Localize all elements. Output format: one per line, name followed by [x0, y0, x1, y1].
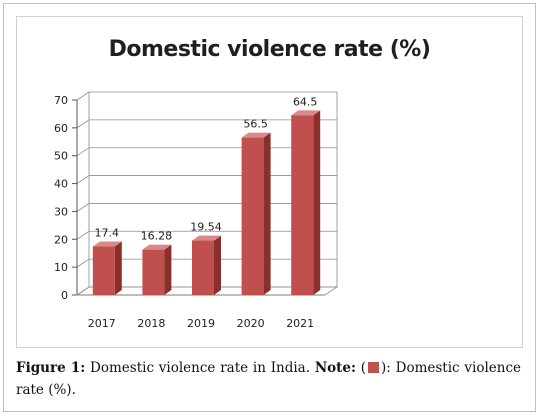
- bar-side: [114, 241, 122, 295]
- figure-frame: Domestic violence rate (%) 0 10 20 30 40 50 60…: [3, 3, 536, 412]
- bar: [92, 246, 115, 295]
- legend-swatch: [368, 362, 380, 373]
- y-tick-label: 20: [54, 233, 68, 246]
- caption-note-close: ): Domestic violence rate (%).: [16, 360, 522, 398]
- bar: [291, 115, 314, 295]
- bar-top: [92, 241, 122, 247]
- bar-top: [192, 235, 221, 241]
- chart-area: Domestic violence rate (%) 0 10 20 30 40 50 60…: [16, 16, 523, 348]
- bar-side: [313, 110, 321, 295]
- x-tick-label: 2019: [187, 317, 215, 330]
- chart-title: Domestic violence rate (%): [108, 37, 431, 62]
- data-label: 19.54: [190, 221, 222, 234]
- figure-caption: Figure 1: Domestic violence rate in Indi…: [16, 357, 521, 401]
- bar-side: [164, 244, 172, 295]
- y-tick-label: 30: [54, 205, 68, 218]
- x-tick-label: 2020: [237, 317, 265, 330]
- bar: [241, 137, 264, 295]
- bar-chart: 0 10 20 30 40 50 60 70 17.4 2017 16.28 2018 19.54 201…: [54, 91, 339, 330]
- data-label: 64.5: [293, 95, 318, 108]
- bar-top: [291, 110, 321, 116]
- y-tick-label: 10: [54, 261, 68, 274]
- x-tick-label: 2018: [137, 317, 165, 330]
- y-tick-label: 70: [54, 94, 68, 107]
- y-tick-label: 50: [54, 150, 68, 163]
- y-tick-label: 40: [54, 178, 68, 191]
- bar-side: [214, 235, 221, 295]
- caption-text: Domestic violence rate in India.: [85, 360, 315, 376]
- data-label: 16.28: [141, 230, 173, 243]
- caption-label: Figure 1:: [16, 360, 86, 376]
- bar: [192, 240, 214, 295]
- caption-note-label: Note:: [314, 360, 356, 376]
- data-label: 17.4: [95, 227, 120, 240]
- data-label: 56.5: [243, 118, 268, 131]
- bar: [142, 249, 165, 295]
- bar-side: [263, 132, 271, 295]
- bar-top: [142, 244, 172, 250]
- y-tick-label: 60: [54, 122, 68, 135]
- bar-top: [241, 132, 271, 138]
- caption-note-open: (: [355, 360, 367, 376]
- x-tick-label: 2017: [88, 317, 116, 330]
- x-tick-label: 2021: [286, 317, 314, 330]
- y-tick-label: 0: [61, 289, 68, 302]
